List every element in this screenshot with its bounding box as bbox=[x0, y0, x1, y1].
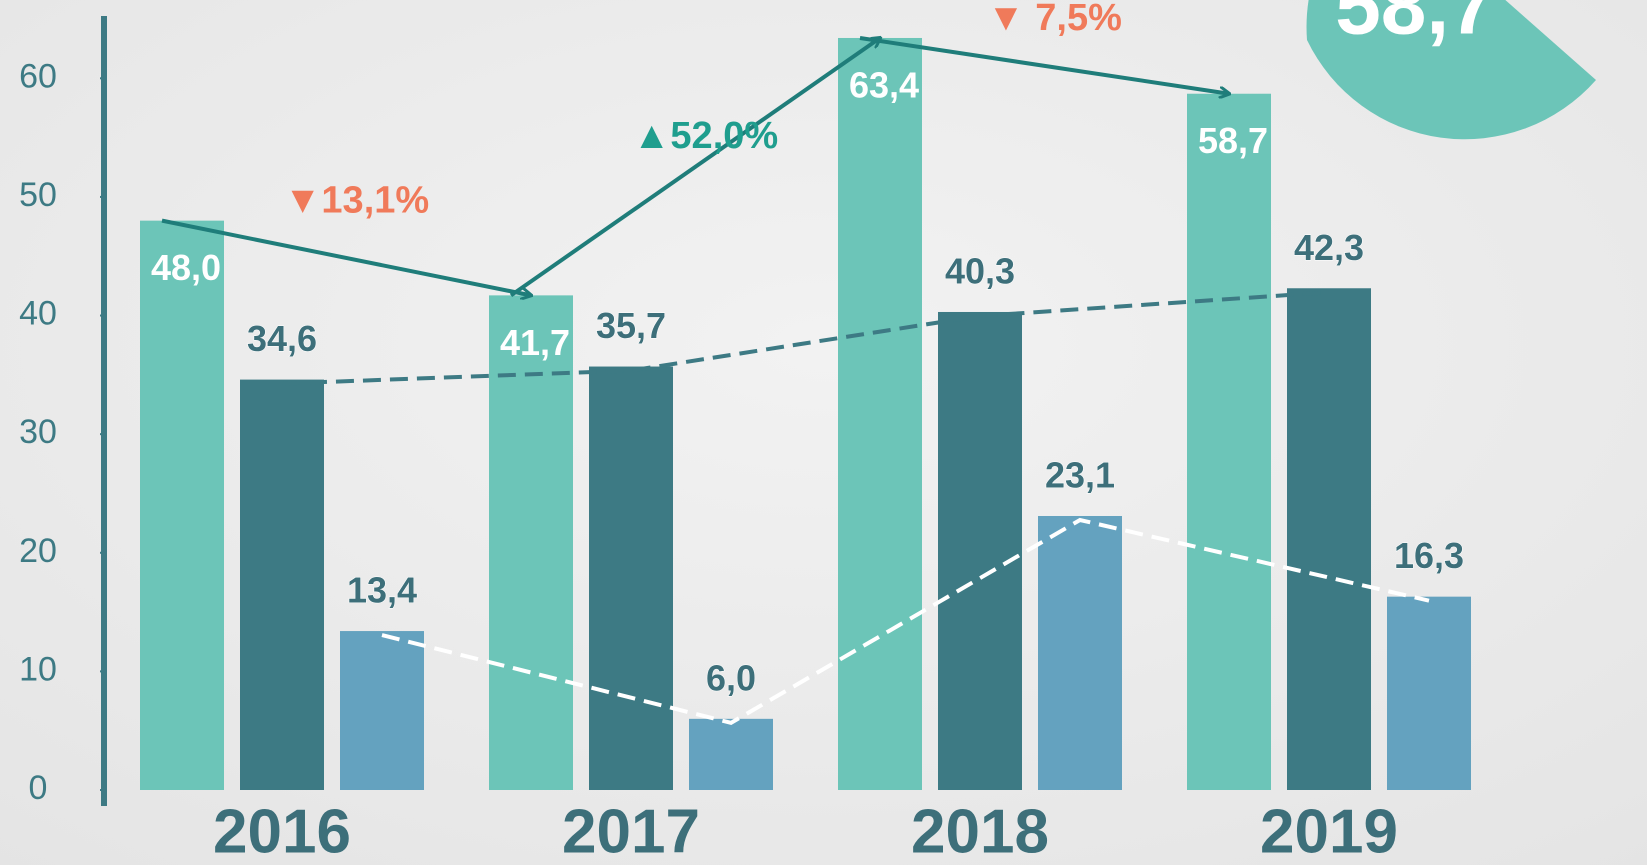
x-tick-label: 2019 bbox=[1260, 797, 1398, 865]
annotation: ▼ 7,5% bbox=[987, 0, 1122, 39]
change-arrow bbox=[161, 218, 531, 296]
bar bbox=[938, 311, 1022, 790]
bar bbox=[140, 220, 224, 791]
y-tick-label: 40 bbox=[19, 295, 57, 333]
x-tick-label: 2016 bbox=[213, 797, 351, 865]
value-label: 6,0 bbox=[706, 657, 756, 698]
trend-line bbox=[281, 290, 1330, 386]
bar bbox=[589, 366, 673, 790]
bar bbox=[1387, 596, 1471, 790]
value-label: 35,7 bbox=[596, 305, 666, 346]
x-tick-label: 2018 bbox=[911, 797, 1049, 865]
change-arrow bbox=[859, 36, 1229, 94]
annotation: ▲52,0% bbox=[633, 115, 778, 157]
value-label: 63,4 bbox=[849, 64, 919, 105]
y-tick-label: 30 bbox=[19, 413, 57, 451]
highlight-value: 58,7 bbox=[1335, 0, 1495, 52]
bar bbox=[240, 379, 324, 790]
x-tick-label: 2017 bbox=[562, 797, 700, 865]
bar bbox=[1038, 515, 1122, 790]
y-tick-label: 20 bbox=[19, 532, 57, 570]
y-tick-label: 50 bbox=[19, 176, 57, 214]
value-label: 41,7 bbox=[500, 322, 570, 363]
bar bbox=[489, 295, 573, 790]
change-arrow bbox=[509, 38, 880, 298]
bar bbox=[1187, 93, 1271, 791]
bar bbox=[340, 631, 424, 790]
value-label: 40,3 bbox=[945, 250, 1015, 291]
y-tick-label: 60 bbox=[19, 57, 57, 95]
value-label: 58,7 bbox=[1198, 120, 1268, 161]
value-label: 23,1 bbox=[1045, 455, 1115, 496]
value-label: 48,0 bbox=[151, 247, 221, 288]
trend-line bbox=[381, 517, 1430, 725]
value-label: 42,3 bbox=[1294, 227, 1364, 268]
y-tick-label: 10 bbox=[19, 650, 57, 688]
highlight-wedge bbox=[1306, 0, 1596, 140]
value-label: 13,4 bbox=[347, 570, 417, 611]
value-label: 16,3 bbox=[1394, 535, 1464, 576]
bar bbox=[1287, 288, 1371, 790]
value-label: 34,6 bbox=[247, 318, 317, 359]
bar bbox=[689, 718, 773, 790]
y-tick-label: 0 bbox=[29, 769, 48, 807]
bar bbox=[838, 37, 922, 791]
annotation: ▼13,1% bbox=[284, 180, 429, 222]
